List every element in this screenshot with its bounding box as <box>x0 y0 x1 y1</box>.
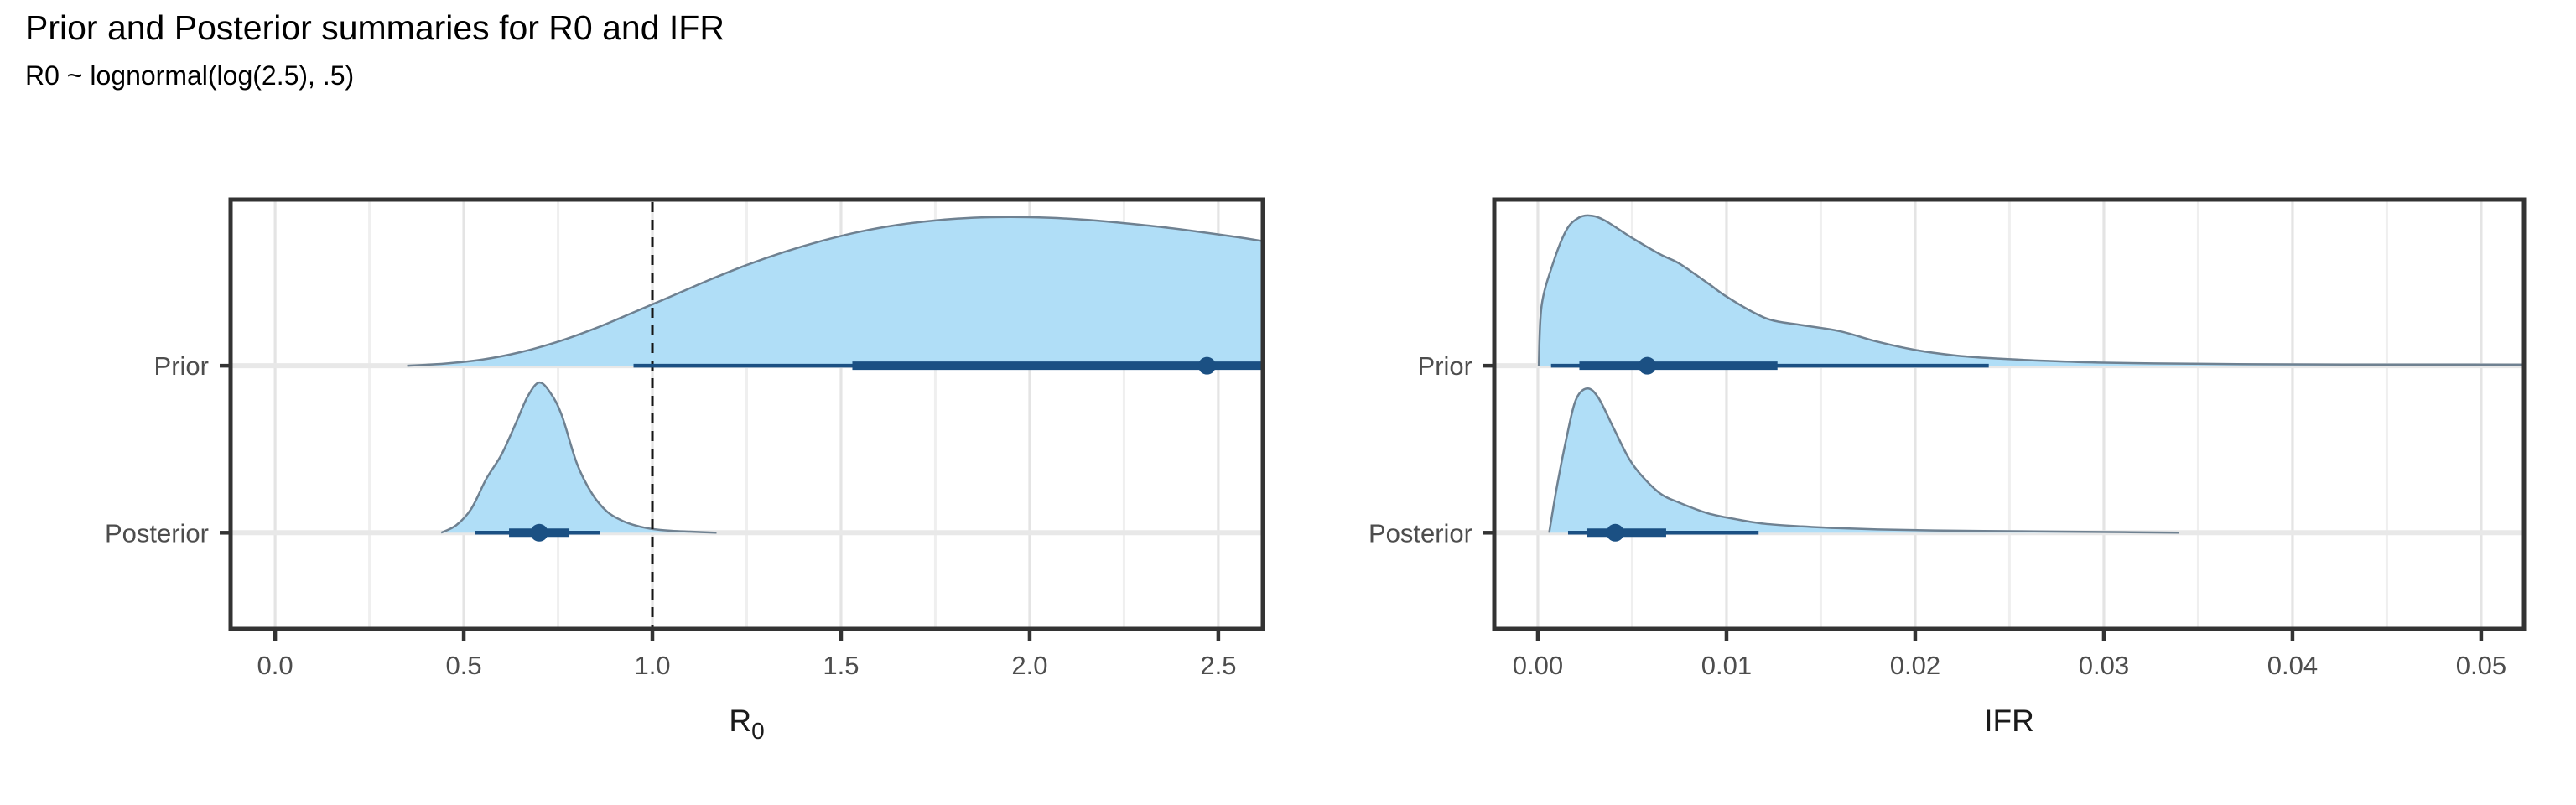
x-tick-label: 0.05 <box>2456 651 2506 680</box>
slab-outline-prior <box>1537 214 2525 366</box>
x-tick-label: 0.01 <box>1701 651 1752 680</box>
median-point-posterior <box>1606 523 1624 542</box>
slab-outline-prior <box>407 216 1264 367</box>
x-tick-label: 0.02 <box>1890 651 1940 680</box>
panel-border <box>228 197 1265 631</box>
density-slab-posterior <box>441 382 717 533</box>
x-axis-title: R0 <box>729 704 764 744</box>
x-tick-label: 1.0 <box>634 651 670 680</box>
x-tick-label: 0.00 <box>1513 651 1563 680</box>
row-label-prior: Prior <box>154 351 209 381</box>
row-label-posterior: Posterior <box>105 518 209 548</box>
plot-ifr: 0.00 0.01 0.02 0.03 0.04 0.05 Prior Posterior IF… <box>1368 197 2527 738</box>
x-tick-label: 0.5 <box>446 651 482 680</box>
plot-subtitle: R0 ~ lognormal(log(2.5), .5) <box>25 60 355 91</box>
panel-border <box>1492 197 2527 631</box>
x-axis-title-main: IFR <box>1984 704 2034 738</box>
x-axis-title-subscript: 0 <box>751 718 765 744</box>
median-point-prior <box>1638 356 1656 375</box>
x-tick-label: 2.0 <box>1011 651 1047 680</box>
x-tick-label: 0.04 <box>2267 651 2318 680</box>
x-axis-title-main: R <box>729 704 751 738</box>
x-tick-label: 1.5 <box>823 651 859 680</box>
x-tick-label: 2.5 <box>1200 651 1236 680</box>
x-tick-label: 0.03 <box>2079 651 2129 680</box>
row-label-prior: Prior <box>1418 351 1472 381</box>
x-axis-title: IFR <box>1984 704 2034 738</box>
density-slab-prior <box>1539 215 2525 366</box>
row-label-posterior: Posterior <box>1368 518 1472 548</box>
density-slab-prior <box>407 216 1263 366</box>
slab-outline-posterior <box>1548 387 2179 534</box>
x-tick-label: 0.0 <box>257 651 293 680</box>
median-point-posterior <box>530 523 548 542</box>
plot-title: Prior and Posterior summaries for R0 and… <box>25 8 724 47</box>
plot-r0: 0.0 0.5 1.0 1.5 2.0 2.5 Prior Posterior R0 <box>105 197 1265 744</box>
density-slab-posterior <box>1549 388 2179 533</box>
median-point-prior <box>1197 356 1216 375</box>
